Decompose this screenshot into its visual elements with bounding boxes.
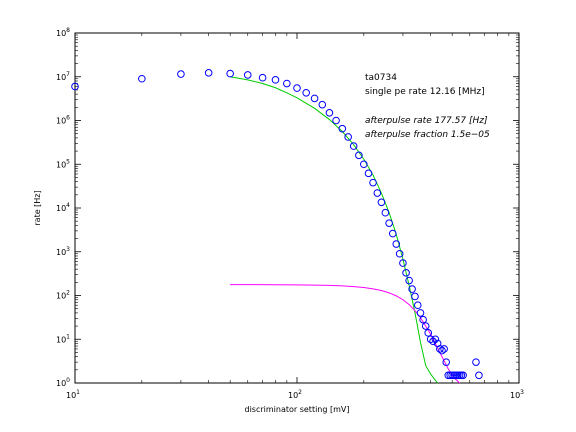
data-point (258, 73, 267, 82)
data-point (369, 178, 377, 187)
data-point (421, 322, 430, 330)
data-point (344, 133, 352, 141)
data-point (419, 315, 427, 324)
data-point (416, 309, 425, 317)
data-point (442, 358, 451, 366)
y-tick-labels: 100 101 102 103 104 105 106 107 108 (56, 27, 70, 388)
y-tick-label: 108 (56, 27, 70, 38)
data-point (440, 345, 448, 353)
y-tick-label: 100 (56, 377, 70, 388)
x-axis-label: discriminator setting [mV] (244, 405, 349, 414)
data-point (475, 371, 483, 380)
y-tick-label: 104 (56, 202, 70, 213)
data-point (426, 335, 435, 344)
plot-area (74, 32, 520, 384)
data-point (472, 358, 480, 366)
x-tick-label: 101 (66, 389, 80, 400)
data-point (385, 219, 393, 227)
data-point (413, 301, 422, 310)
data-point (373, 189, 382, 197)
series-line-1 (230, 76, 439, 384)
data-point (399, 259, 407, 267)
data-point (429, 337, 437, 346)
data-point (395, 249, 404, 258)
data-point (302, 88, 310, 97)
data-point (408, 285, 416, 293)
minor-ticks (75, 33, 519, 383)
data-point (436, 345, 444, 353)
data-point (438, 346, 446, 355)
y-tick-label: 106 (56, 115, 70, 126)
data-point (424, 329, 433, 337)
data-point (226, 69, 234, 78)
data-point (377, 198, 386, 207)
data-point (310, 94, 319, 103)
data-point (381, 208, 390, 217)
x-tick-labels: 101 102 103 (66, 389, 524, 400)
x-tick-label: 103 (510, 389, 524, 400)
data-point (360, 160, 368, 169)
data-point (204, 69, 213, 77)
y-tick-label: 102 (56, 290, 70, 301)
data-point (293, 84, 301, 92)
data-point (338, 124, 347, 133)
data-point (355, 151, 363, 160)
y-tick-label: 107 (56, 71, 70, 82)
data-points (71, 69, 483, 380)
major-ticks (74, 32, 520, 384)
data-point (444, 371, 453, 380)
data-point (349, 142, 358, 150)
series-lines (230, 76, 460, 384)
data-point (448, 371, 456, 380)
data-point (283, 79, 291, 88)
y-tick-label: 105 (56, 158, 70, 169)
annotation-single-pe-rate: single pe rate 12.16 [MHz] (365, 87, 485, 97)
data-point (446, 371, 455, 380)
x-tick-label: 102 (288, 389, 302, 400)
series-line-2 (230, 284, 460, 384)
annotation-afterpulse-fraction: afterpulse fraction 1.5e−05 (365, 130, 490, 140)
data-point (388, 229, 397, 238)
data-point (431, 335, 440, 344)
data-point (459, 371, 467, 380)
data-point (177, 70, 185, 78)
data-point (271, 76, 280, 84)
annotation-afterpulse-rate: afterpulse rate 177.57 [Hz] (365, 116, 488, 126)
data-point (138, 74, 146, 83)
data-point (71, 82, 79, 91)
data-point (318, 100, 327, 109)
data-point (411, 292, 419, 301)
data-point (364, 169, 373, 178)
data-point (332, 116, 340, 125)
y-tick-label: 101 (56, 333, 70, 344)
data-point (392, 240, 401, 248)
y-axis-label: rate [Hz] (33, 190, 42, 225)
data-point (405, 276, 413, 285)
data-point (325, 109, 334, 117)
annotation-id: ta0734 (365, 73, 397, 83)
data-point (402, 269, 410, 277)
data-point (243, 71, 252, 79)
y-tick-label: 103 (56, 246, 70, 257)
